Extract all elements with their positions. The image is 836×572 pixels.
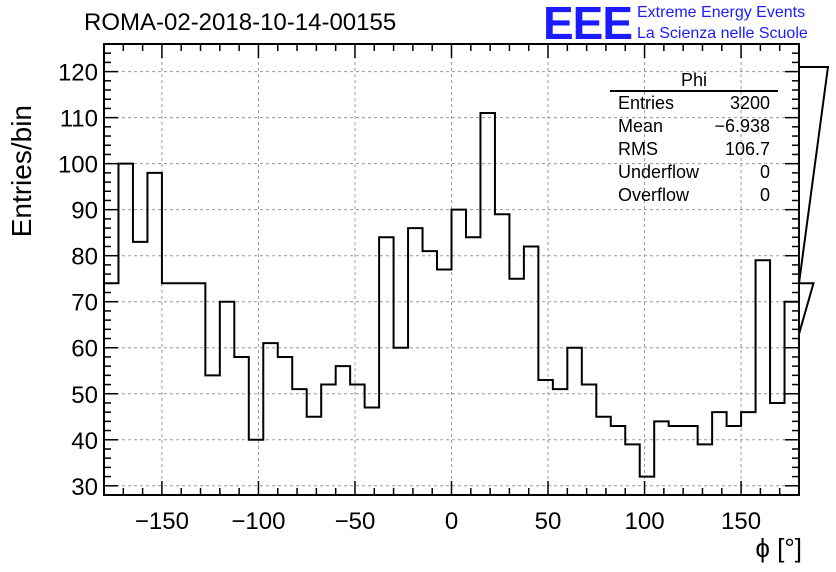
histogram-outline	[104, 66, 830, 478]
histogram-bin	[480, 113, 494, 495]
histogram-bin	[336, 366, 350, 495]
stats-title: Phi	[610, 70, 778, 92]
stats-row-entries: Entries 3200	[610, 92, 778, 115]
x-tick-label: −150	[135, 508, 189, 535]
histogram-bin	[466, 237, 480, 495]
histogram-bin	[379, 237, 393, 495]
histogram-bin	[625, 444, 639, 495]
y-tick-label: 50	[71, 382, 98, 409]
histogram-bin	[669, 426, 683, 495]
histogram-bin	[408, 228, 422, 495]
histogram-bin	[220, 302, 234, 495]
histogram-bin	[582, 385, 596, 495]
stats-row-underflow: Underflow 0	[610, 161, 778, 184]
x-tick-label: 0	[445, 508, 458, 535]
histogram-bin	[509, 279, 523, 495]
y-tick-label: 40	[71, 428, 98, 455]
histogram-bin	[394, 348, 408, 495]
stats-value: 0	[759, 162, 770, 182]
stats-value: 3200	[729, 93, 770, 113]
y-axis-label: Entries/bin	[6, 105, 37, 238]
stats-value: −6.938	[714, 116, 770, 136]
histogram-bin	[553, 389, 567, 495]
stats-label: Underflow	[618, 162, 700, 182]
histogram-bin	[365, 408, 379, 495]
histogram-bin	[234, 357, 248, 495]
x-tick-label: −50	[335, 508, 376, 535]
histogram-bin	[596, 417, 610, 495]
eee-logo: EEE	[543, 0, 633, 49]
histogram-bin	[263, 343, 277, 495]
y-tick-label: 100	[58, 152, 98, 179]
histogram-bin	[118, 164, 132, 495]
histogram-bin	[567, 348, 581, 495]
logo-line-1: Extreme Energy Events	[637, 4, 806, 21]
y-tick-label: 90	[71, 198, 98, 225]
histogram-bin	[741, 412, 755, 495]
stats-label: Mean	[618, 116, 664, 136]
histogram-bin	[104, 283, 118, 495]
histogram-bin	[654, 421, 668, 495]
y-tick-label: 120	[58, 60, 98, 87]
histogram-bin	[191, 283, 205, 495]
histogram-bin	[770, 403, 784, 495]
histogram-bin	[133, 242, 147, 495]
stats-label: Overflow	[618, 185, 690, 205]
histogram-bin	[611, 426, 625, 495]
histogram-bin	[698, 444, 712, 495]
stats-label: Entries	[618, 93, 675, 113]
histogram-bin	[452, 210, 466, 495]
y-tick-label: 80	[71, 244, 98, 271]
histogram-bin	[423, 251, 437, 495]
stats-value: 106.7	[724, 139, 770, 159]
y-axis-ticks: 30 40 50 60 70 80 90 100 110 120	[58, 43, 799, 501]
run-title: ROMA-02-2018-10-14-00155	[84, 9, 397, 36]
stats-value: 0	[759, 185, 770, 205]
histogram-bin	[176, 283, 190, 495]
histogram-bin	[307, 417, 321, 495]
histogram-bin	[683, 426, 697, 495]
histogram-bin	[727, 426, 741, 495]
x-tick-label: 150	[721, 508, 761, 535]
x-axis-label: ϕ [°]	[755, 533, 802, 563]
histogram-bin	[162, 283, 176, 495]
stats-box: Phi Entries 3200 Mean −6.938 RMS 106.7 U…	[610, 70, 778, 207]
histogram-bin	[712, 412, 726, 495]
histogram-bin	[292, 389, 306, 495]
stats-row-rms: RMS 106.7	[610, 138, 778, 161]
histogram-bin	[785, 302, 799, 495]
y-tick-label: 70	[71, 290, 98, 317]
histogram-bin	[756, 260, 770, 495]
histogram-bin	[249, 440, 263, 495]
histogram-bin	[495, 214, 509, 495]
x-tick-label: 50	[535, 508, 562, 535]
histogram-bin	[147, 173, 161, 495]
y-tick-label: 30	[71, 474, 98, 501]
logo-line-2: La Scienza nelle Scuole	[637, 25, 808, 42]
x-tick-label: −100	[231, 508, 285, 535]
y-tick-label: 60	[71, 336, 98, 363]
x-tick-label: 100	[625, 508, 665, 535]
histogram-bin	[524, 246, 538, 495]
stats-row-overflow: Overflow 0	[610, 184, 778, 207]
histogram-bin	[437, 270, 451, 496]
x-axis-ticks: −150 −100 −50 0 50 100 150	[103, 44, 800, 535]
histogram-bin	[278, 357, 292, 495]
stats-row-mean: Mean −6.938	[610, 115, 778, 138]
histogram-bin	[538, 380, 552, 495]
y-tick-label: 110	[60, 106, 98, 133]
stats-label: RMS	[618, 139, 658, 159]
histogram-series	[104, 66, 830, 496]
